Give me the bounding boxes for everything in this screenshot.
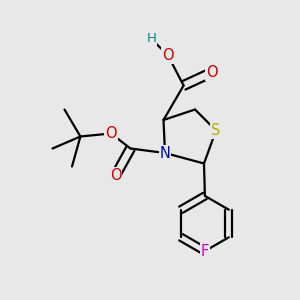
Text: O: O bbox=[110, 168, 121, 183]
Text: H: H bbox=[147, 32, 156, 46]
Text: F: F bbox=[201, 244, 209, 259]
Text: O: O bbox=[105, 126, 117, 141]
Text: N: N bbox=[160, 146, 170, 160]
Text: S: S bbox=[211, 123, 221, 138]
Text: O: O bbox=[206, 65, 217, 80]
Text: O: O bbox=[162, 48, 174, 63]
